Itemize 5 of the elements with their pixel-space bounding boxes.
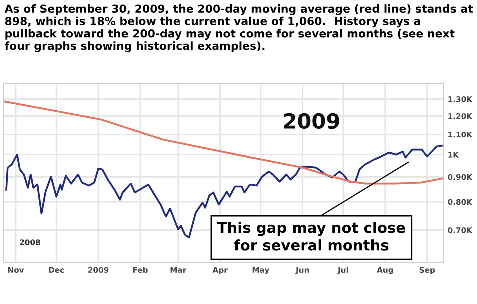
line-series: [4, 100, 444, 185]
annotation: 2009: [284, 113, 340, 130]
annotation: This gap may not close for several months: [217, 222, 406, 251]
chart-title: As of September 30, 2009, the 200-day moving average (red line) stands at 898, which is 18% below the current value of 1,060. History says a pullback toward the 200-day may not come for several months (see next four graphs showing historical examples).: [4, 4, 474, 52]
line-series: [6, 145, 444, 239]
